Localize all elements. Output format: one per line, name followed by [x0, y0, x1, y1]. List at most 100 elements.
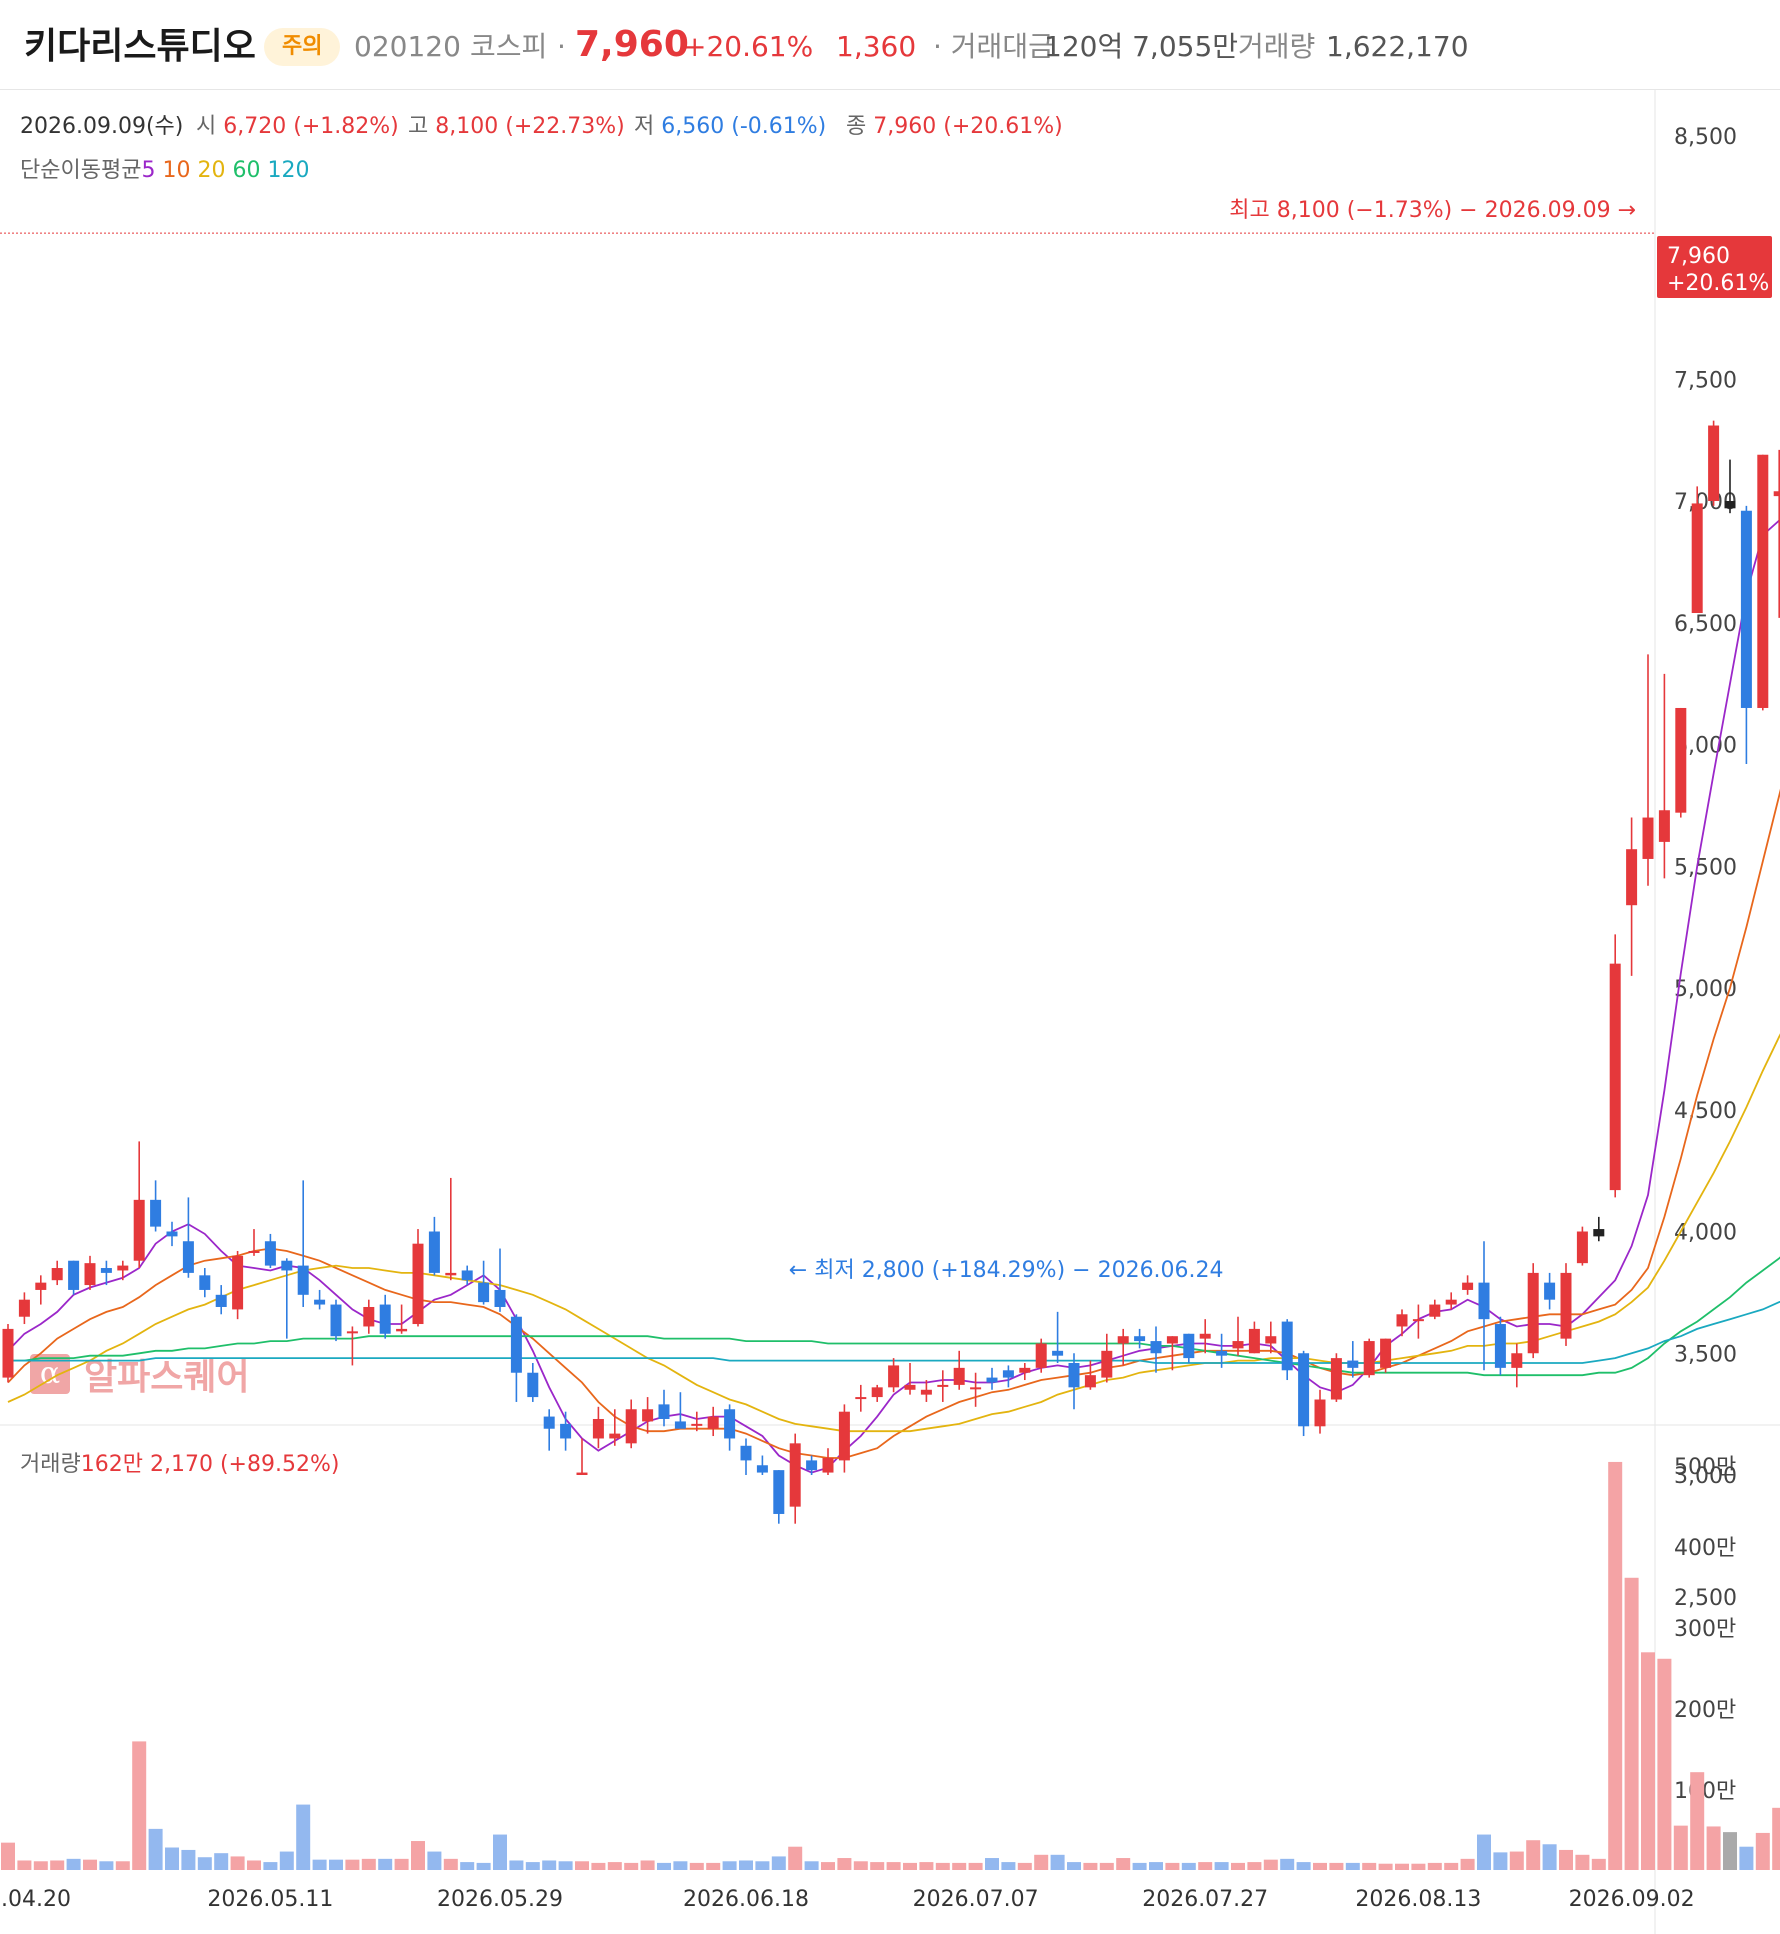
candle-body [674, 1421, 686, 1429]
volume-bar [853, 1861, 868, 1870]
volume-bar [1509, 1851, 1524, 1870]
candle-body [1462, 1282, 1474, 1290]
volume-bar [394, 1858, 409, 1870]
volume-bar [1362, 1862, 1377, 1870]
volume-bar [1067, 1862, 1081, 1870]
last-price-tag [1657, 236, 1772, 298]
candle-body [297, 1265, 309, 1295]
volume-bar [1559, 1849, 1573, 1870]
high-value: 8,100 [435, 114, 499, 139]
volume-bar [952, 1862, 967, 1870]
ma60-line [8, 1256, 1780, 1377]
volume-bar [1149, 1862, 1163, 1870]
volume-bar [279, 1851, 294, 1870]
volume-bar [443, 1858, 458, 1870]
candle-body [494, 1289, 506, 1307]
candle-body [182, 1241, 194, 1273]
ma-legend: 단순이동평균5 10 20 60 120 [20, 156, 309, 186]
candle-body [953, 1367, 965, 1385]
volume-bar [624, 1862, 639, 1870]
candle-body [658, 1404, 670, 1419]
market-label: 코스피 [470, 30, 548, 63]
candle-body [396, 1328, 408, 1332]
volume-bar [460, 1862, 475, 1870]
candle-body [264, 1241, 276, 1266]
volume-bar [1247, 1862, 1262, 1870]
open-value: 6,720 [223, 114, 287, 139]
volume-bar [870, 1862, 885, 1870]
volume-bar [312, 1859, 327, 1870]
candle-body [609, 1433, 621, 1439]
candle-body [68, 1260, 80, 1290]
candle-body [428, 1231, 440, 1273]
candle-body [822, 1457, 834, 1473]
low-pct: (-0.61%) [731, 114, 827, 139]
volume-bar [1444, 1862, 1459, 1870]
ma5-legend: 5 [141, 158, 156, 183]
candle-body [576, 1472, 588, 1475]
close-pct: (+20.61%) [943, 114, 1063, 139]
volume-bar [575, 1861, 589, 1870]
ma5-line [7, 519, 1780, 1474]
price-tick-label: 2,500 [1674, 1586, 1737, 1611]
ohlc-close: 종 7,960 (+20.61%) [846, 112, 1063, 142]
candle-body [1609, 963, 1621, 1191]
volume-bar [1591, 1858, 1606, 1870]
candle-body [346, 1331, 358, 1334]
volume-bar [1542, 1844, 1557, 1870]
volume-bar [1657, 1658, 1672, 1870]
volume-legend-value: 162만 [80, 1452, 143, 1477]
volume-bar [1427, 1862, 1442, 1870]
volume-tick-label: 500만 [1674, 1455, 1736, 1480]
date-tick-label: 2026.05.11 [207, 1887, 333, 1912]
date-tick-label: 2026.05.29 [437, 1887, 563, 1912]
candle-body [1478, 1282, 1490, 1320]
volume-bar [1723, 1832, 1737, 1870]
candle-body [1150, 1341, 1162, 1354]
volume-legend-label: 거래량 [20, 1452, 81, 1477]
volume-bar [968, 1862, 983, 1870]
volume-bar [1378, 1863, 1393, 1870]
candle-body [1626, 849, 1638, 906]
volume-bar [99, 1861, 114, 1870]
candle-body [2, 1328, 14, 1378]
candle-body [1708, 425, 1720, 501]
candle-body [1429, 1304, 1441, 1317]
candle-body [445, 1272, 457, 1276]
ma120-legend: 120 [267, 158, 310, 183]
volume-bar [50, 1860, 65, 1870]
candle-body [84, 1263, 96, 1286]
warning-badge: 주의 [264, 28, 341, 66]
candle-body [1445, 1299, 1457, 1305]
volume-bar [657, 1862, 671, 1870]
volume-bar [345, 1859, 360, 1870]
candle-body [855, 1397, 867, 1400]
candle-body [1494, 1324, 1506, 1368]
candle-body [1642, 817, 1654, 859]
volume-bar [263, 1862, 278, 1870]
candle-body [35, 1282, 47, 1290]
price-tick-label: 5,500 [1674, 855, 1737, 880]
volume-bar [706, 1862, 721, 1870]
volume-bar [476, 1862, 491, 1870]
candle-body [1412, 1319, 1424, 1322]
volume-bar [66, 1858, 81, 1870]
candle-body [1019, 1367, 1031, 1373]
candle-body [1166, 1336, 1178, 1344]
high-label: 고 [408, 114, 429, 139]
volume-legend: 거래량162만 2,170 (+89.52%) [20, 1450, 339, 1480]
date-tick-label: 2026.04.20 [0, 1887, 71, 1912]
stock-name: 키다리스튜디오 [24, 26, 256, 67]
candle-body [1183, 1333, 1195, 1359]
candle-body [1101, 1350, 1113, 1378]
candle-body [1593, 1229, 1605, 1237]
volume-bar [1411, 1863, 1426, 1870]
date-tick-label: 2026.07.07 [913, 1887, 1039, 1912]
volume-bar [1181, 1862, 1196, 1870]
candle-body [1347, 1360, 1359, 1368]
candle-body [150, 1199, 162, 1227]
volume-bar [247, 1860, 261, 1870]
volume-bar [1641, 1652, 1655, 1870]
volume-bar [1296, 1862, 1311, 1870]
